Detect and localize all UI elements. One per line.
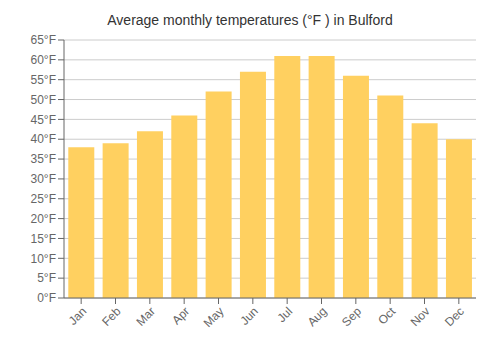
svg-text:Nov: Nov [408,304,433,329]
svg-text:25°F: 25°F [31,192,56,206]
svg-text:15°F: 15°F [31,232,56,246]
svg-text:20°F: 20°F [31,212,56,226]
svg-text:Mar: Mar [133,304,158,329]
svg-text:55°F: 55°F [31,73,56,87]
svg-text:65°F: 65°F [31,33,56,47]
svg-text:Jun: Jun [237,304,261,328]
svg-text:Jan: Jan [66,304,90,328]
svg-text:May: May [201,304,227,330]
svg-text:Sep: Sep [339,304,364,329]
svg-text:50°F: 50°F [31,93,56,107]
svg-text:10°F: 10°F [31,252,56,266]
svg-text:60°F: 60°F [31,53,56,67]
html-text:Average monthly temperatures (: Average monthly temperatures (°F ) in Bu… [107,12,393,28]
svg-text:5°F: 5°F [37,271,56,285]
svg-text:Jul: Jul [275,304,296,325]
svg-text:35°F: 35°F [31,152,56,166]
svg-text:Dec: Dec [442,304,467,329]
svg-text:Oct: Oct [375,304,399,328]
svg-text:Feb: Feb [99,304,124,329]
svg-text:30°F: 30°F [31,172,56,186]
svg-text:0°F: 0°F [37,291,56,305]
svg-text:40°F: 40°F [31,132,56,146]
svg-text:45°F: 45°F [31,113,56,127]
svg-text:Apr: Apr [169,304,192,327]
svg-text:Aug: Aug [305,304,330,329]
